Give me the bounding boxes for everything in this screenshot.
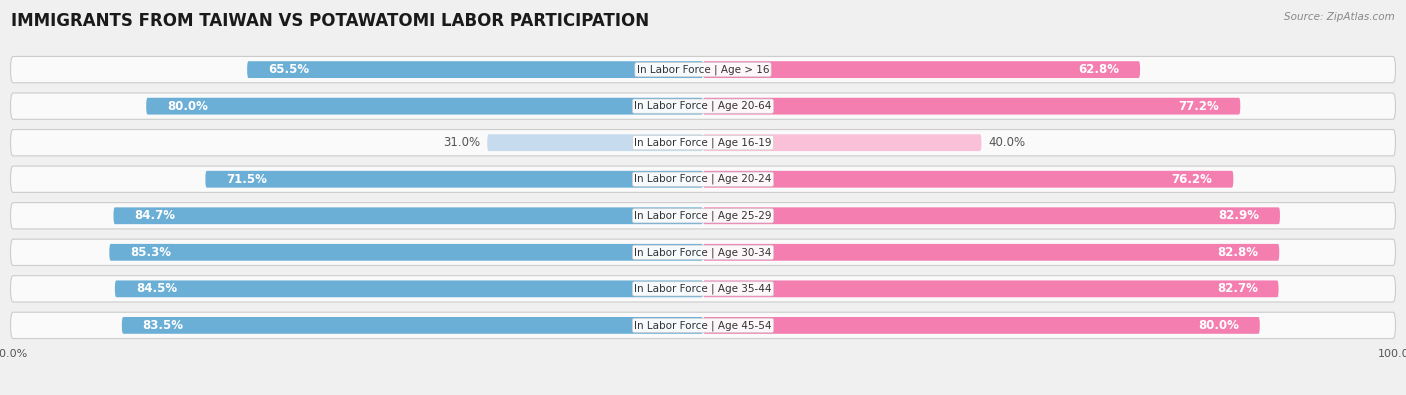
FancyBboxPatch shape — [703, 98, 1240, 115]
Text: In Labor Force | Age 30-34: In Labor Force | Age 30-34 — [634, 247, 772, 258]
Text: 77.2%: 77.2% — [1178, 100, 1219, 113]
Text: 80.0%: 80.0% — [167, 100, 208, 113]
FancyBboxPatch shape — [10, 239, 1396, 265]
Text: In Labor Force | Age 20-24: In Labor Force | Age 20-24 — [634, 174, 772, 184]
Text: In Labor Force | Age 35-44: In Labor Force | Age 35-44 — [634, 284, 772, 294]
Text: 84.7%: 84.7% — [135, 209, 176, 222]
Text: 82.9%: 82.9% — [1218, 209, 1260, 222]
FancyBboxPatch shape — [703, 280, 1278, 297]
FancyBboxPatch shape — [703, 61, 1140, 78]
FancyBboxPatch shape — [10, 166, 1396, 192]
Text: In Labor Force | Age 25-29: In Labor Force | Age 25-29 — [634, 211, 772, 221]
Text: IMMIGRANTS FROM TAIWAN VS POTAWATOMI LABOR PARTICIPATION: IMMIGRANTS FROM TAIWAN VS POTAWATOMI LAB… — [11, 12, 650, 30]
FancyBboxPatch shape — [10, 312, 1396, 339]
Text: 62.8%: 62.8% — [1078, 63, 1119, 76]
Text: Source: ZipAtlas.com: Source: ZipAtlas.com — [1284, 12, 1395, 22]
Text: 40.0%: 40.0% — [988, 136, 1025, 149]
Text: 85.3%: 85.3% — [131, 246, 172, 259]
FancyBboxPatch shape — [703, 207, 1279, 224]
FancyBboxPatch shape — [703, 171, 1233, 188]
Text: In Labor Force | Age 45-54: In Labor Force | Age 45-54 — [634, 320, 772, 331]
Text: 71.5%: 71.5% — [226, 173, 267, 186]
Text: 83.5%: 83.5% — [143, 319, 184, 332]
Text: 76.2%: 76.2% — [1171, 173, 1212, 186]
FancyBboxPatch shape — [10, 276, 1396, 302]
FancyBboxPatch shape — [122, 317, 703, 334]
FancyBboxPatch shape — [703, 317, 1260, 334]
Text: 82.8%: 82.8% — [1218, 246, 1258, 259]
FancyBboxPatch shape — [146, 98, 703, 115]
Text: In Labor Force | Age 20-64: In Labor Force | Age 20-64 — [634, 101, 772, 111]
FancyBboxPatch shape — [488, 134, 703, 151]
FancyBboxPatch shape — [703, 244, 1279, 261]
FancyBboxPatch shape — [10, 130, 1396, 156]
Text: 82.7%: 82.7% — [1216, 282, 1258, 295]
FancyBboxPatch shape — [114, 207, 703, 224]
Text: In Labor Force | Age 16-19: In Labor Force | Age 16-19 — [634, 137, 772, 148]
Text: 65.5%: 65.5% — [269, 63, 309, 76]
FancyBboxPatch shape — [703, 134, 981, 151]
FancyBboxPatch shape — [247, 61, 703, 78]
Text: 80.0%: 80.0% — [1198, 319, 1239, 332]
FancyBboxPatch shape — [110, 244, 703, 261]
FancyBboxPatch shape — [205, 171, 703, 188]
FancyBboxPatch shape — [10, 203, 1396, 229]
Text: 84.5%: 84.5% — [136, 282, 177, 295]
FancyBboxPatch shape — [115, 280, 703, 297]
FancyBboxPatch shape — [10, 56, 1396, 83]
Text: 31.0%: 31.0% — [443, 136, 481, 149]
Text: In Labor Force | Age > 16: In Labor Force | Age > 16 — [637, 64, 769, 75]
FancyBboxPatch shape — [10, 93, 1396, 119]
